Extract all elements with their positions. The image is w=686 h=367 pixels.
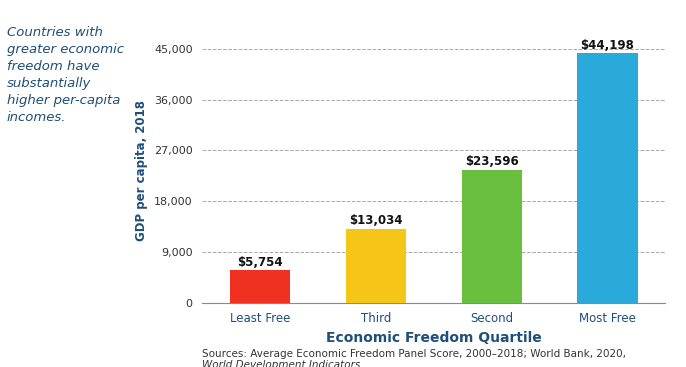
Text: Sources: Average Economic Freedom Panel Score, 2000–2018; World Bank, 2020,: Sources: Average Economic Freedom Panel … bbox=[202, 349, 626, 359]
X-axis label: Economic Freedom Quartile: Economic Freedom Quartile bbox=[326, 331, 542, 345]
Bar bbox=[230, 270, 290, 303]
Bar bbox=[462, 170, 522, 303]
Text: $44,198: $44,198 bbox=[580, 39, 635, 51]
Text: $5,754: $5,754 bbox=[237, 255, 283, 269]
Text: $13,034: $13,034 bbox=[349, 214, 403, 228]
Bar bbox=[346, 229, 406, 303]
Text: Countries with
greater economic
freedom have
substantially
higher per-capita
inc: Countries with greater economic freedom … bbox=[7, 26, 124, 124]
Text: World Development Indicators.: World Development Indicators. bbox=[202, 360, 364, 367]
Text: $23,596: $23,596 bbox=[465, 155, 519, 168]
Y-axis label: GDP per capita, 2018: GDP per capita, 2018 bbox=[135, 100, 148, 241]
Bar bbox=[578, 53, 637, 303]
